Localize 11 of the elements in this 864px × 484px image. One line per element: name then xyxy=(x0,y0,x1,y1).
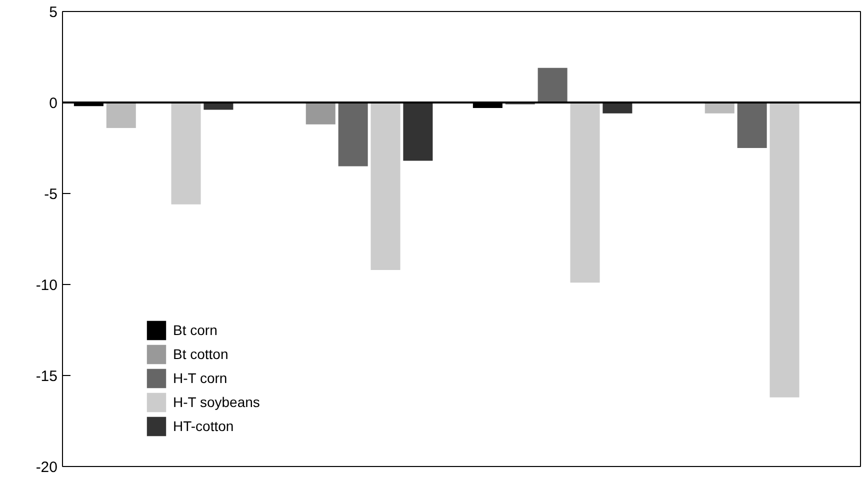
y-tick-label: 0 xyxy=(49,95,58,112)
legend-label: H-T soybeans xyxy=(173,393,260,412)
y-tick-label: -20 xyxy=(36,459,58,476)
y-tick-label: 5 xyxy=(49,4,58,21)
legend-label: Bt cotton xyxy=(173,345,228,364)
y-tick-label: -15 xyxy=(36,368,58,385)
legend-label: H-T corn xyxy=(173,369,228,388)
y-tick-label: -5 xyxy=(44,186,58,203)
y-tick-label: -10 xyxy=(36,277,58,294)
legend-label: HT-cotton xyxy=(173,417,234,436)
legend-label: Bt corn xyxy=(173,321,218,340)
